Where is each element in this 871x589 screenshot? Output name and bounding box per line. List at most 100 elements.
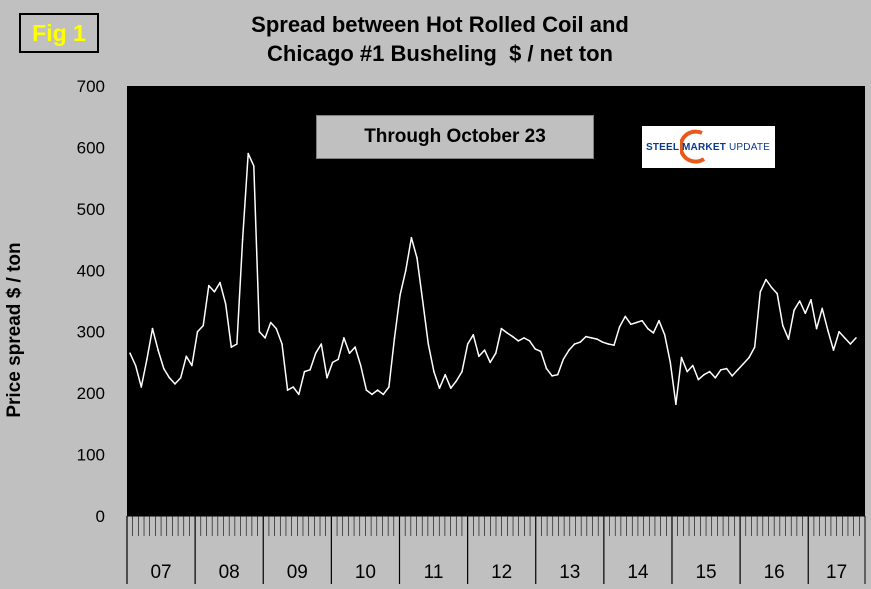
data-point	[371, 393, 373, 396]
chart-title-line-2: Chicago #1 Busheling $ / net ton	[267, 41, 613, 66]
data-point	[320, 343, 323, 345]
data-point	[551, 375, 553, 377]
data-point	[196, 330, 199, 333]
y-tick-label: 400	[77, 261, 105, 280]
data-point	[618, 326, 621, 328]
data-point	[163, 367, 165, 370]
data-point	[213, 291, 216, 293]
data-point	[174, 383, 176, 385]
data-point	[185, 355, 188, 358]
data-point	[495, 352, 497, 355]
data-point	[405, 269, 407, 272]
data-point	[140, 386, 143, 388]
data-point	[303, 370, 306, 373]
y-tick-label: 500	[77, 200, 105, 219]
data-point	[500, 327, 503, 330]
data-point	[410, 236, 413, 239]
steel-market-update-logo: STEEL MARKET UPDATE	[642, 126, 775, 168]
data-point	[331, 361, 334, 364]
data-point	[714, 377, 717, 379]
data-point	[568, 349, 570, 351]
data-point	[708, 370, 711, 373]
data-point	[630, 323, 632, 326]
x-year-label: 11	[424, 562, 444, 583]
data-point	[641, 319, 643, 322]
data-point	[832, 349, 835, 351]
data-point	[433, 370, 435, 373]
data-point	[810, 299, 812, 301]
data-point	[326, 377, 328, 379]
x-year-label: 15	[695, 562, 716, 583]
data-point	[855, 337, 857, 339]
data-point	[562, 358, 565, 361]
data-point	[455, 380, 458, 382]
data-point	[534, 348, 536, 350]
data-point	[753, 346, 756, 348]
data-point	[523, 337, 525, 339]
data-point	[528, 340, 531, 342]
data-point	[601, 341, 604, 344]
y-tick-label: 200	[77, 384, 105, 403]
y-tick-label: 300	[77, 323, 105, 342]
data-point	[827, 329, 829, 332]
data-point	[585, 335, 587, 338]
data-point	[556, 373, 559, 376]
data-point	[359, 364, 362, 367]
data-point	[590, 337, 593, 339]
data-point	[421, 300, 424, 302]
data-point	[793, 309, 795, 312]
data-point	[129, 352, 131, 355]
x-year-label: 13	[559, 562, 580, 583]
data-point	[849, 343, 852, 345]
data-point	[258, 330, 261, 333]
data-point	[613, 344, 615, 347]
data-point	[230, 346, 233, 348]
data-point	[489, 361, 492, 364]
data-point	[444, 373, 447, 376]
data-point	[517, 340, 520, 342]
logo-swoosh-icon	[680, 129, 706, 164]
data-point	[202, 324, 204, 327]
data-point	[365, 389, 368, 391]
x-year-label: 09	[287, 562, 308, 583]
data-point	[663, 334, 666, 336]
data-point	[134, 364, 137, 367]
data-point	[393, 337, 396, 339]
data-point	[461, 370, 463, 373]
data-point	[314, 352, 317, 355]
data-point	[697, 378, 700, 381]
data-point	[281, 343, 283, 345]
data-point	[686, 370, 688, 373]
note-box: Through October 23	[316, 115, 594, 159]
data-point	[298, 393, 300, 396]
data-point	[264, 337, 266, 339]
data-point	[658, 319, 660, 322]
data-point	[191, 364, 193, 367]
data-point	[624, 315, 627, 318]
data-point	[776, 292, 778, 295]
data-point	[179, 377, 182, 379]
x-year-label: 16	[764, 562, 785, 583]
data-point	[838, 330, 840, 333]
data-point	[219, 281, 221, 284]
data-point	[483, 349, 486, 351]
x-year-label: 14	[627, 562, 649, 583]
data-point	[472, 334, 475, 336]
data-point	[815, 327, 818, 330]
data-point	[787, 338, 790, 340]
y-tick-label: 100	[77, 446, 105, 465]
data-point	[343, 337, 345, 339]
data-point	[647, 327, 649, 330]
data-point	[720, 369, 722, 371]
data-point	[692, 364, 694, 367]
data-point	[843, 337, 846, 339]
data-point	[725, 367, 728, 370]
data-point	[765, 278, 767, 281]
data-point	[253, 165, 255, 167]
logo-word-2: UPDATE	[729, 141, 771, 153]
data-point	[770, 286, 773, 289]
x-year-label: 07	[150, 562, 171, 583]
data-point	[168, 377, 171, 379]
data-point	[748, 356, 750, 359]
data-point	[399, 294, 401, 296]
